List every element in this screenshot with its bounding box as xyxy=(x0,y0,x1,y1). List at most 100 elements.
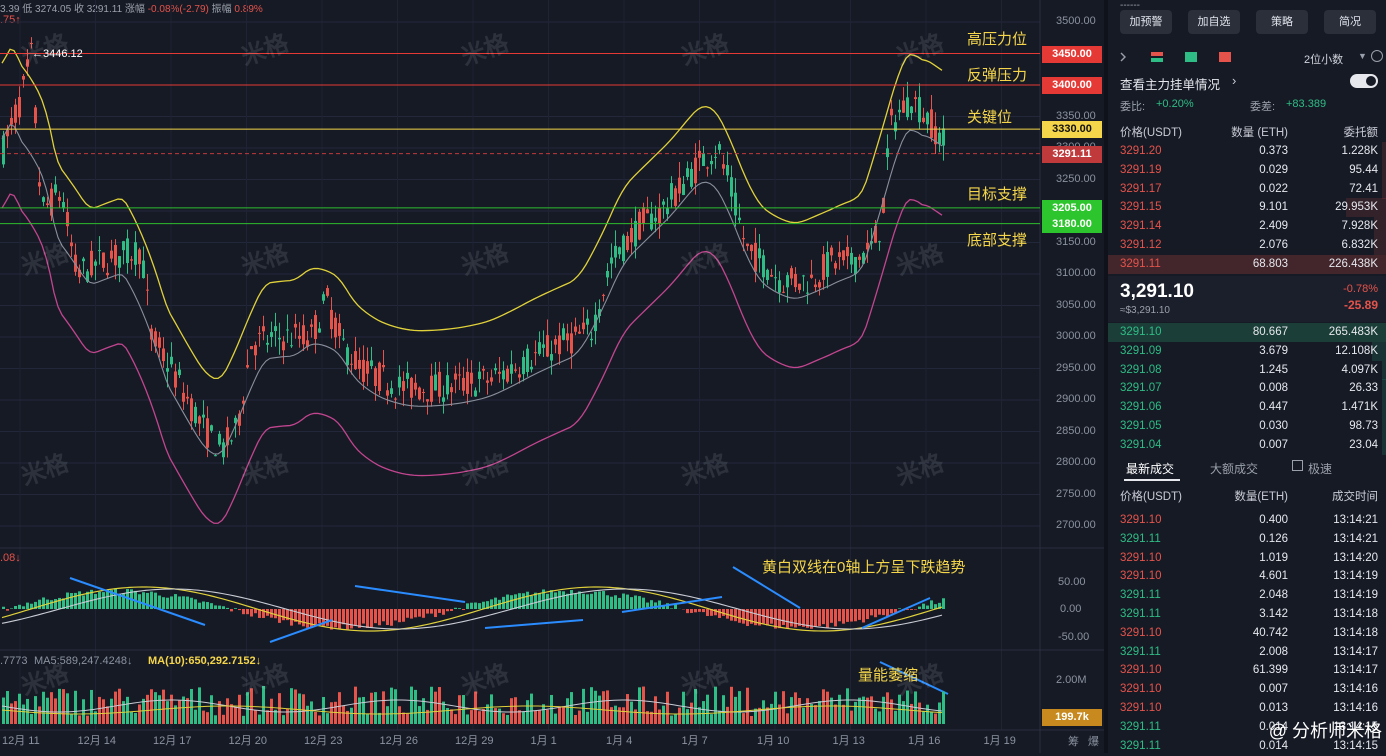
price-tick: 3500.00 xyxy=(1056,15,1096,27)
header-price: 价格(USDT) xyxy=(1120,124,1182,143)
strategy-button[interactable]: 策略 xyxy=(1256,10,1308,34)
corner-label-chou[interactable]: 筹 xyxy=(1068,733,1079,749)
trade-header-qty[interactable]: 数量(ETH) xyxy=(1234,488,1288,507)
row-amount: 12.108K xyxy=(1335,342,1378,361)
row-qty: 40.742 xyxy=(1253,624,1288,643)
price-tick: 3100.00 xyxy=(1056,267,1096,279)
depth-bids-icon[interactable] xyxy=(1184,50,1198,64)
row-price: 3291.17 xyxy=(1120,180,1162,199)
main-orders-link[interactable]: 查看主力挂单情况 xyxy=(1120,74,1220,93)
chevron-right-icon[interactable]: › xyxy=(1232,73,1236,88)
row-amount: 26.33 xyxy=(1349,379,1378,398)
add-alert-button[interactable]: 加预警 xyxy=(1120,10,1172,34)
row-price: 3291.10 xyxy=(1120,549,1162,568)
row-qty: 0.007 xyxy=(1259,436,1288,455)
row-qty: 61.399 xyxy=(1253,661,1288,680)
header-qty[interactable]: 数量 (ETH) xyxy=(1231,124,1288,143)
row-qty: 1.245 xyxy=(1259,361,1288,380)
add-favorite-button[interactable]: 加自选 xyxy=(1188,10,1240,34)
header-amount[interactable]: 委托额 xyxy=(1344,124,1379,143)
row-qty: 0.447 xyxy=(1259,398,1288,417)
price-tick: 3150.00 xyxy=(1056,236,1096,248)
price-tick: 3050.00 xyxy=(1056,299,1096,311)
price-tick: 3350.00 xyxy=(1056,110,1096,122)
depth-both-icon[interactable] xyxy=(1150,50,1164,64)
chevron-down-icon[interactable]: ▼ xyxy=(1358,51,1367,61)
date-tick: 1月 10 xyxy=(757,732,789,748)
order-book-panel: ------ 加预警 加自选 策略 简况 2位小数 ▼ 查看主力挂单情况 › 委… xyxy=(1108,0,1386,753)
row-amount: 13:14:18 xyxy=(1333,605,1378,624)
row-amount: 13:14:20 xyxy=(1333,549,1378,568)
row-price: 3291.11 xyxy=(1120,255,1161,274)
row-qty: 2.048 xyxy=(1259,586,1288,605)
date-tick: 1月 7 xyxy=(682,732,708,748)
row-qty: 0.126 xyxy=(1259,530,1288,549)
row-price: 3291.15 xyxy=(1120,198,1162,217)
level-tag: 3450.00 xyxy=(1042,46,1102,63)
row-qty: 1.019 xyxy=(1259,549,1288,568)
candlestick-chart[interactable] xyxy=(0,0,1108,753)
row-qty: 0.007 xyxy=(1259,680,1288,699)
row-price: 3291.11 xyxy=(1120,643,1161,662)
overview-button[interactable]: 简况 xyxy=(1324,10,1376,34)
date-tick: 1月 4 xyxy=(606,732,632,748)
date-tick: 1月 1 xyxy=(531,732,557,748)
fast-checkbox[interactable] xyxy=(1292,460,1303,471)
macd-label: .08↓ xyxy=(0,552,21,564)
row-amount: 13:14:17 xyxy=(1333,643,1378,662)
date-tick: 12月 20 xyxy=(229,732,268,748)
tab-large-trades[interactable]: 大额成交 xyxy=(1210,460,1258,477)
chevron-icon[interactable] xyxy=(1116,50,1130,64)
trade-row[interactable]: 3291.10 1.019 13:14:20 xyxy=(1108,549,1386,568)
ratio-value: +0.20% xyxy=(1156,98,1194,110)
price-tick: 2950.00 xyxy=(1056,362,1096,374)
volume-current-tag: 199.7k xyxy=(1042,709,1102,726)
date-tick: 1月 19 xyxy=(984,732,1016,748)
tab-latest-trades[interactable]: 最新成交 xyxy=(1126,460,1174,477)
row-qty: 2.409 xyxy=(1259,217,1288,236)
main-orders-toggle[interactable] xyxy=(1350,74,1378,88)
row-price: 3291.10 xyxy=(1120,567,1162,586)
row-amount: 13:14:19 xyxy=(1333,586,1378,605)
row-price: 3291.11 xyxy=(1120,530,1161,549)
corner-label-bao[interactable]: 爆 xyxy=(1088,733,1099,749)
precision-select[interactable]: 2位小数 xyxy=(1304,51,1343,67)
row-price: 3291.11 xyxy=(1120,718,1161,737)
row-price: 3291.20 xyxy=(1120,142,1162,161)
row-amount: 98.73 xyxy=(1349,417,1378,436)
depth-asks-icon[interactable] xyxy=(1218,50,1232,64)
last-price-chg: -25.89 xyxy=(1344,298,1378,312)
row-price: 3291.08 xyxy=(1120,361,1162,380)
chart-area[interactable]: 3.39 低 3274.05 收 3291.11 涨幅 -0.08%(-2.79… xyxy=(0,0,1108,753)
price-tick: 3250.00 xyxy=(1056,173,1096,185)
row-qty: 0.022 xyxy=(1259,180,1288,199)
trade-header-time: 成交时间 xyxy=(1332,488,1378,507)
row-qty: 0.400 xyxy=(1259,511,1288,530)
row-price: 3291.14 xyxy=(1120,217,1162,236)
settings-icon[interactable] xyxy=(1371,50,1383,62)
